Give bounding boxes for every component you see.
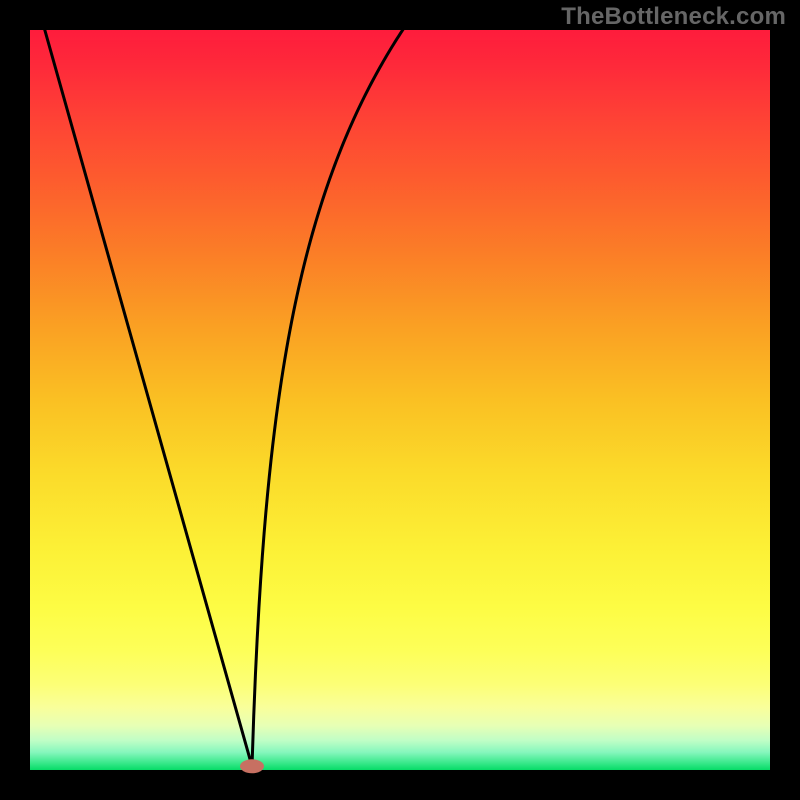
watermark-text: TheBottleneck.com xyxy=(561,3,786,31)
optimal-point-marker xyxy=(240,759,264,773)
gradient-background xyxy=(30,30,770,770)
bottleneck-chart xyxy=(0,0,800,800)
